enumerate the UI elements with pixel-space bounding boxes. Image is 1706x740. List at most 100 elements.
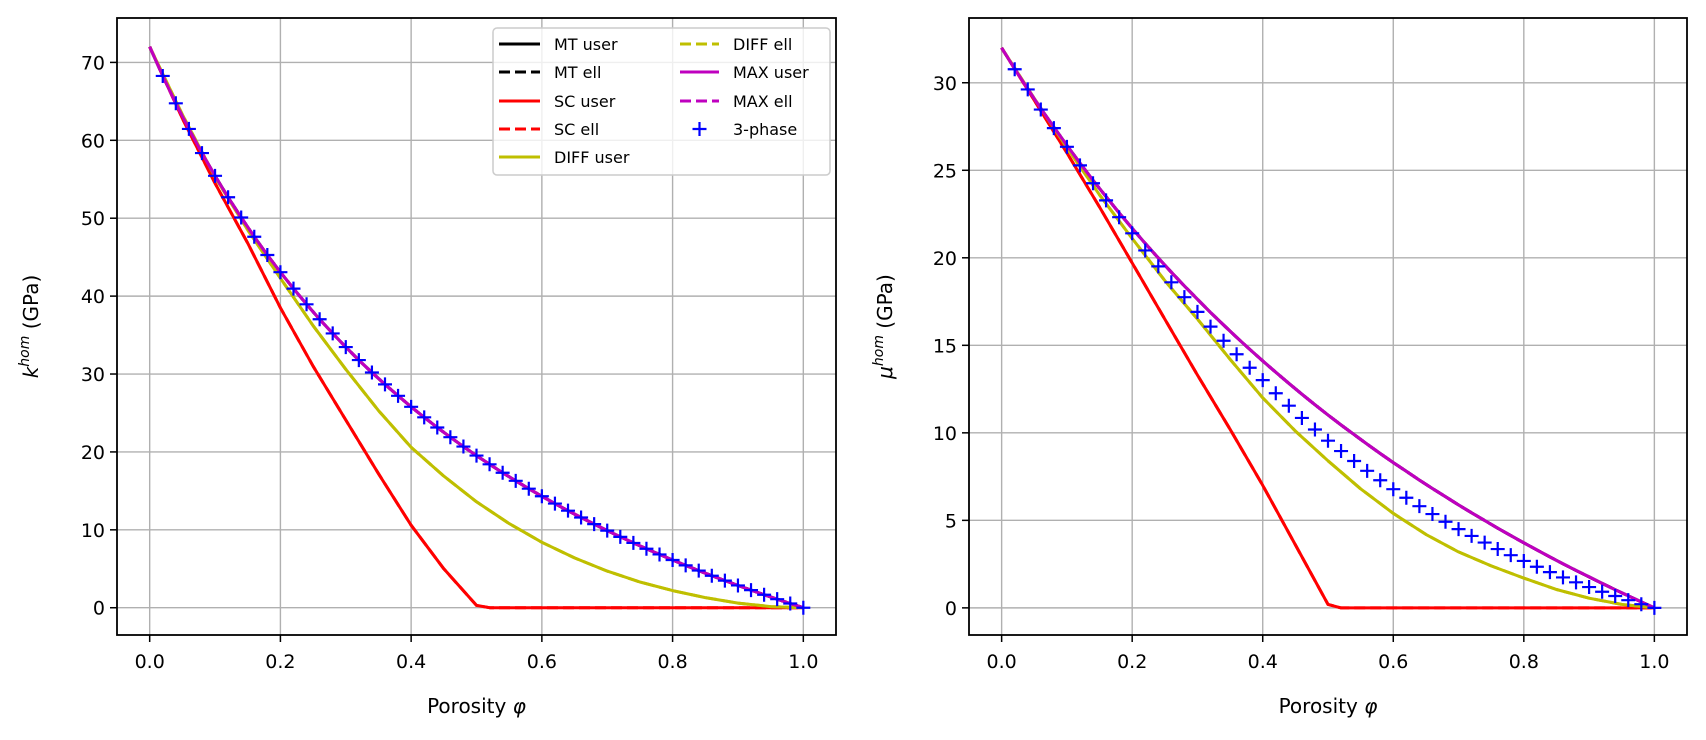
data-point-plus-marker	[234, 210, 249, 225]
y-tick-label: 10	[933, 423, 957, 445]
legend-label: 3-phase	[733, 120, 797, 139]
legend-label: SC ell	[554, 120, 599, 139]
legend-label: DIFF ell	[733, 35, 792, 54]
data-point-plus-marker	[221, 190, 236, 205]
y-tick-label: 50	[81, 208, 105, 230]
data-point-plus-marker	[547, 496, 562, 511]
x-axis-label-symbol: φ	[1364, 694, 1377, 718]
data-point-plus-marker	[168, 96, 183, 111]
data-point-plus-marker	[1125, 226, 1140, 241]
series-layer	[148, 46, 811, 615]
y-tick-label: 20	[81, 442, 105, 464]
data-point-plus-marker	[1151, 259, 1166, 274]
data-point-plus-marker	[757, 587, 772, 602]
data-point-plus-marker	[1529, 559, 1544, 574]
data-point-plus-marker	[1321, 433, 1335, 448]
y-axis-label-superscript: hom	[871, 335, 887, 366]
shear-modulus-plot: 0.0 0.2 0.4 0.6 0.8 1.0 0 5 10 15 20 25 30 Porosity φ…	[871, 17, 1688, 718]
data-point-plus-marker	[1464, 528, 1479, 543]
data-point-plus-marker	[574, 510, 589, 525]
data-point-plus-marker	[626, 535, 641, 550]
data-point-plus-marker	[678, 558, 693, 573]
data-point-plus-marker	[1281, 398, 1296, 413]
data-point-plus-marker	[587, 517, 602, 532]
data-point-plus-marker	[1020, 82, 1035, 97]
data-point-plus-marker	[456, 439, 471, 454]
data-point-plus-marker	[1229, 347, 1244, 362]
data-point-plus-marker	[521, 481, 536, 496]
plot-area	[969, 18, 1687, 635]
data-point-plus-marker	[1099, 193, 1114, 208]
data-point-plus-marker	[1373, 473, 1388, 488]
data-point-plus-marker	[796, 600, 811, 615]
data-point-plus-marker	[1086, 176, 1101, 191]
legend-item: MAX user	[680, 63, 809, 82]
data-point-plus-marker	[508, 473, 523, 488]
data-point-plus-marker	[1307, 422, 1322, 437]
data-point-plus-marker	[1190, 304, 1205, 319]
data-point-plus-marker	[613, 529, 628, 544]
data-point-plus-marker	[730, 578, 745, 593]
data-point-plus-marker	[1007, 62, 1022, 77]
y-tick-label: 10	[81, 520, 105, 542]
y-tick-label: 0	[945, 598, 957, 620]
data-point-plus-marker	[181, 121, 196, 136]
x-tick-label: 0.4	[1248, 651, 1278, 673]
data-point-plus-marker	[1334, 444, 1349, 459]
y-tick-label: 30	[81, 364, 105, 386]
x-tick-label: 1.0	[788, 651, 818, 673]
y-axis-label-unit: (GPa)	[873, 274, 897, 335]
axes-frame	[968, 17, 1688, 636]
y-tick-label: 0	[93, 598, 105, 620]
legend-box	[492, 27, 831, 176]
data-point-plus-marker	[194, 146, 209, 161]
x-axis-label-text: Porosity	[427, 694, 513, 718]
legend-item: DIFF ell	[680, 35, 792, 54]
y-tick-label: 15	[933, 335, 957, 357]
data-point-plus-marker	[1399, 490, 1414, 505]
data-point-plus-marker	[561, 503, 576, 518]
data-point-plus-marker	[1634, 597, 1649, 612]
data-point-plus-marker	[1059, 139, 1074, 154]
legend-item: 3-phase	[692, 120, 797, 139]
data-point-plus-marker	[652, 547, 667, 562]
axes-frame	[116, 17, 837, 636]
y-tick-label: 70	[81, 52, 105, 74]
x-tick-label: 0.6	[527, 651, 557, 673]
data-point-plus-marker	[1555, 570, 1570, 585]
data-point-plus-marker	[1294, 410, 1309, 425]
data-point-plus-marker	[430, 420, 445, 435]
data-point-plus-marker	[325, 326, 340, 341]
legend-item: SC ell	[499, 120, 599, 139]
data-point-plus-marker	[1621, 593, 1636, 608]
data-point-plus-marker	[1569, 575, 1584, 590]
legend-item: MAX ell	[680, 92, 793, 111]
series-layer	[1000, 46, 1662, 615]
data-point-plus-marker	[1216, 333, 1231, 348]
data-point-plus-marker	[351, 353, 366, 368]
data-point-plus-marker	[534, 489, 549, 504]
data-point-plus-marker	[482, 457, 497, 472]
data-point-plus-marker	[691, 563, 706, 578]
data-point-plus-marker	[273, 265, 288, 280]
data-point-plus-marker	[1360, 463, 1375, 478]
y-tick-label: 60	[81, 130, 105, 152]
data-point-plus-marker	[1451, 522, 1466, 537]
data-point-plus-marker	[704, 568, 719, 583]
data-point-plus-marker	[364, 365, 379, 380]
data-point-plus-marker	[443, 430, 458, 445]
data-point-plus-marker	[1595, 584, 1610, 599]
y-tick-label: 40	[81, 286, 105, 308]
legend-label: DIFF user	[554, 148, 630, 167]
x-tick-label: 0.8	[1509, 651, 1539, 673]
y-tick-label: 20	[933, 248, 957, 270]
data-point-plus-marker	[469, 448, 484, 463]
data-point-plus-marker	[1490, 542, 1505, 557]
data-point-plus-marker	[286, 281, 301, 296]
data-point-plus-marker	[1582, 580, 1597, 595]
data-point-plus-marker	[1033, 102, 1048, 117]
y-axis-label-symbol: k	[19, 365, 43, 378]
data-point-plus-marker	[1072, 158, 1087, 173]
data-point-plus-marker	[1255, 373, 1270, 388]
data-point-plus-marker	[1046, 121, 1061, 136]
